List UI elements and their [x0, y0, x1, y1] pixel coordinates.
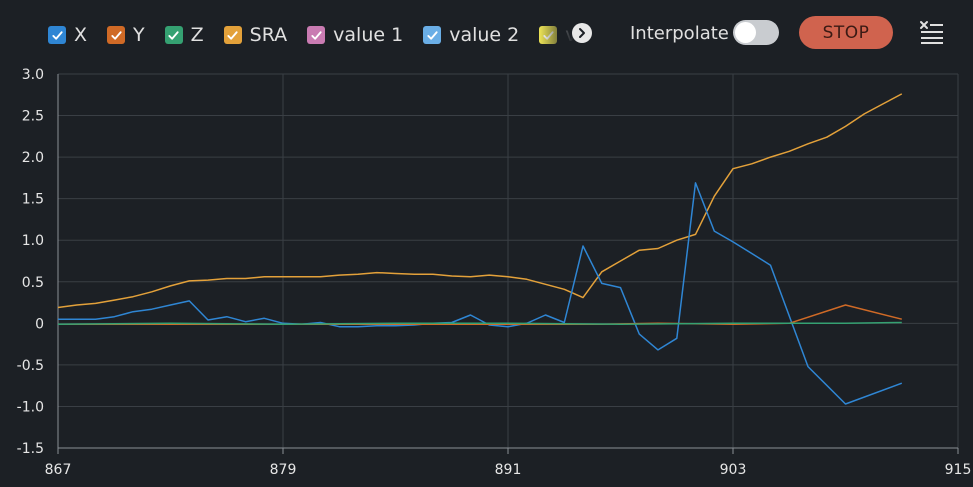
y-tick-label: 1.5: [22, 192, 44, 208]
legend-fade: [540, 18, 574, 52]
interpolate-toggle-knob: [735, 22, 756, 43]
legend-label: SRA: [249, 24, 288, 46]
check-icon: [110, 30, 122, 40]
legend-item[interactable]: value 2: [423, 24, 519, 46]
interpolate-label: Interpolate: [630, 23, 729, 44]
x-tick-label: 879: [270, 462, 297, 478]
y-tick-label: 3.0: [22, 67, 44, 83]
legend-item[interactable]: Z: [164, 24, 204, 46]
legend-item[interactable]: SRA: [223, 24, 288, 46]
legend-label: Z: [190, 24, 204, 46]
legend-label: value 2: [449, 24, 520, 46]
legend-item[interactable]: value 1: [307, 24, 403, 46]
legend-item[interactable]: Y: [107, 24, 145, 46]
series-line-sra: [57, 93, 903, 309]
legend-label: X: [74, 24, 88, 46]
check-icon: [311, 30, 322, 40]
x-tick-label: 903: [720, 462, 747, 478]
interpolate-toggle[interactable]: [733, 20, 779, 45]
y-tick-label: 2.0: [22, 150, 44, 166]
y-tick-label: -0.5: [17, 358, 44, 374]
legend-label: value 1: [333, 24, 404, 46]
legend-checkbox-icon[interactable]: [423, 26, 442, 44]
legend-checkbox-icon[interactable]: [307, 26, 326, 44]
check-icon: [168, 30, 179, 40]
legend-checkbox-icon[interactable]: [164, 26, 183, 44]
legend-scroll-right-icon[interactable]: [572, 23, 592, 43]
stop-button[interactable]: STOP: [799, 16, 893, 49]
y-tick-label: -1.0: [17, 399, 44, 415]
legend-item[interactable]: X: [48, 24, 87, 46]
legend-label: Y: [133, 24, 145, 46]
y-tick-label: 1.0: [22, 233, 44, 249]
chevron-right-icon: [579, 28, 585, 38]
x-tick-label: 867: [45, 462, 72, 478]
legend-checkbox-icon[interactable]: [107, 26, 126, 44]
y-tick-label: 0: [35, 316, 44, 332]
y-tick-label: 2.5: [22, 109, 44, 125]
series-line-z: [57, 321, 902, 325]
series-line-y: [58, 304, 902, 325]
legend-checkbox-icon[interactable]: [48, 26, 66, 44]
y-tick-label: -1.5: [17, 441, 44, 457]
check-icon: [51, 30, 63, 40]
x-tick-label: 915: [945, 462, 972, 478]
clear-menu-icon[interactable]: [919, 20, 945, 44]
check-icon: [427, 30, 438, 40]
check-icon: [227, 30, 238, 40]
x-tick-label: 891: [495, 462, 522, 478]
y-tick-label: 0.5: [22, 275, 44, 291]
series-line-x: [58, 182, 903, 405]
list-clear-icon: [920, 21, 943, 44]
legend-checkbox-icon[interactable]: [223, 26, 242, 44]
